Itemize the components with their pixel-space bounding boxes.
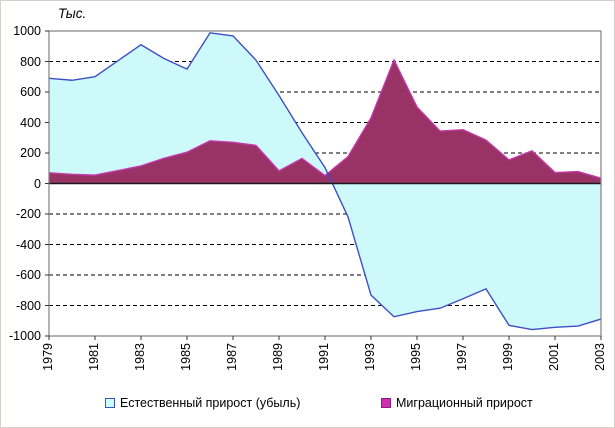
y-axis-label: 200 [20,146,41,160]
y-axis-label: 0 [34,176,41,191]
x-axis-label: 1985 [179,343,193,371]
legend: Естественный прирост (убыль) Миграционны… [1,396,614,414]
x-axis-label: 1997 [455,343,469,371]
legend-label-migration: Миграционный прирост [396,396,533,410]
x-axis-label: 1991 [317,343,331,371]
x-axis-label: 1983 [133,343,147,371]
legend-item-migration: Миграционный прирост [381,396,533,410]
y-axis-label: 800 [20,54,41,69]
x-axis-label: 2001 [547,343,561,371]
x-axis-label: 1981 [87,343,101,371]
x-axis-label: 1987 [225,343,239,371]
x-axis-label: 1979 [41,343,55,371]
migration-increase-line [48,58,602,179]
plot-area [45,30,602,340]
x-axis-label: 1989 [271,343,285,371]
legend-label-natural: Естественный прирост (убыль) [120,396,301,410]
legend-swatch-migration-icon [381,398,391,408]
y-axis-label: 400 [20,115,41,130]
y-axis-label: -1000 [9,329,41,343]
y-axis-title: Тыс. [58,6,87,21]
y-axis-label: -200 [15,207,41,221]
natural-increase-line [48,32,602,331]
x-axis-label: 1995 [409,343,423,371]
y-axis-label: -400 [15,237,41,252]
y-axis-label: 600 [20,85,41,99]
x-axis-label: 1993 [363,343,377,371]
x-axis-label: 2003 [593,343,607,371]
x-axis-label: 1999 [501,343,515,371]
y-axis-label: -600 [15,268,41,282]
y-axis-label: -800 [15,298,41,313]
legend-swatch-natural-icon [105,398,115,408]
legend-item-natural: Естественный прирост (убыль) [105,396,300,410]
y-axis-label: 1000 [13,24,41,38]
